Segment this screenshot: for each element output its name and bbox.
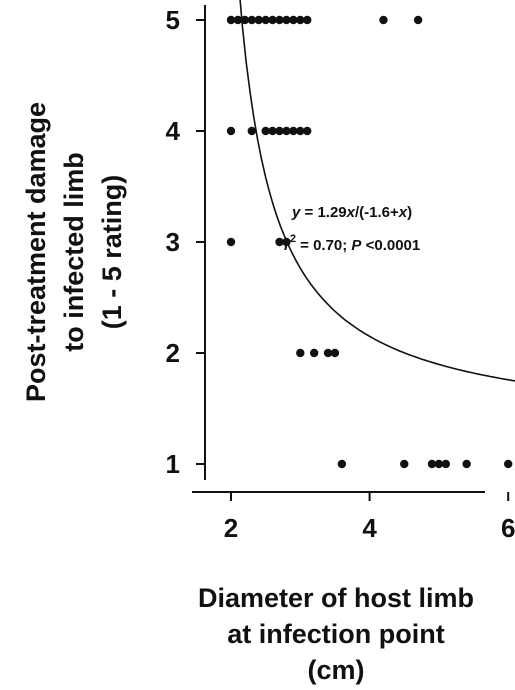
data-point [337, 459, 347, 469]
x-tick-label: 4 [362, 513, 377, 543]
data-point [282, 237, 291, 247]
y-tick-label: 3 [166, 227, 180, 257]
data-point [296, 348, 305, 358]
data-point [282, 15, 291, 25]
data-point [275, 15, 284, 25]
data-point [261, 126, 270, 136]
data-point [413, 15, 423, 25]
x-axis-title-line-2: at infection point [227, 619, 444, 649]
y-axis-title-line-2: to infected limb [59, 152, 89, 352]
data-point [226, 237, 236, 247]
y-tick-label: 4 [166, 116, 181, 146]
data-point [504, 459, 513, 469]
x-axis-title-line-1: Diameter of host limb [198, 583, 474, 613]
y-axis: 1 2 3 4 5 [166, 5, 206, 480]
y-tick-label: 5 [166, 5, 180, 35]
data-point [268, 126, 277, 136]
y-axis-title-line-3: (1 - 5 rating) [97, 175, 127, 330]
data-point [303, 15, 312, 25]
data-point [247, 126, 256, 136]
data-point [226, 126, 236, 136]
y-ticks: 1 2 3 4 5 [166, 5, 205, 479]
data-point [427, 459, 437, 469]
data-point [282, 126, 291, 136]
x-tick-label: 2 [224, 513, 238, 543]
data-point [247, 15, 256, 25]
data-point [330, 348, 340, 358]
data-point [240, 15, 250, 25]
data-point [309, 348, 319, 358]
fit-curve [239, 0, 515, 382]
y-tick-label: 2 [166, 338, 180, 368]
x-ticks: 2468 [224, 492, 515, 543]
x-axis: 2468 [192, 491, 515, 543]
data-point [275, 126, 284, 136]
data-point [296, 126, 305, 136]
data-point [400, 459, 409, 469]
data-point [323, 348, 333, 358]
y-axis-title: Post-treatment damage to infected limb (… [21, 102, 127, 402]
data-point [261, 15, 270, 25]
y-axis-title-line-1: Post-treatment damage [21, 102, 51, 402]
fit-equation-label: y = 1.29x/(-1.6+x) [291, 204, 412, 221]
x-axis-title-line-3: (cm) [307, 655, 364, 685]
data-point [462, 459, 471, 469]
data-point [441, 459, 451, 469]
data-point [434, 459, 444, 469]
fit-stats-label: r2 = 0.70; P <0.0001 [284, 233, 420, 254]
data-point [289, 126, 298, 136]
data-point [233, 15, 243, 25]
data-point [275, 237, 284, 247]
fit-annotation: y = 1.29x/(-1.6+x) r2 = 0.70; P <0.0001 [284, 204, 420, 254]
data-point [379, 15, 388, 25]
x-axis-title: Diameter of host limb at infection point… [198, 583, 474, 685]
data-point [303, 126, 312, 136]
data-point [226, 15, 236, 25]
data-points [226, 15, 513, 469]
data-point [268, 15, 277, 25]
data-point [296, 15, 305, 25]
x-tick-label: 6 [501, 513, 515, 543]
data-point [254, 15, 263, 25]
data-point [289, 15, 298, 25]
y-tick-label: 1 [166, 449, 180, 479]
